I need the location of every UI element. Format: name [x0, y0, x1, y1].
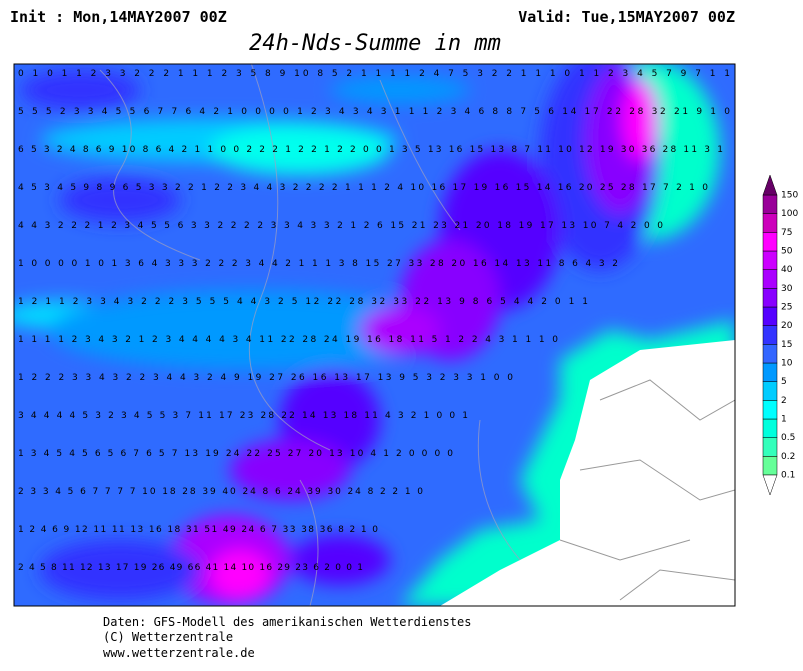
colorbar-segment: [762, 362, 778, 382]
grid-values: 1 2 2 2 3 3 4 3 2 2 3 4 4 3 2 4 9 19 27 …: [18, 373, 513, 383]
colorbar-segment: [762, 250, 778, 270]
colorbar-segment: [762, 418, 778, 438]
colorbar-label: 1: [781, 415, 787, 425]
colorbar-segment: [762, 306, 778, 326]
colorbar-segment: [762, 194, 778, 214]
precip-area: [230, 440, 350, 500]
colorbar-segment: [762, 456, 778, 476]
colorbar-label: 5: [781, 377, 787, 387]
colorbar-label: 30: [781, 284, 793, 294]
colorbar-segment: [762, 400, 778, 420]
colorbar-label: 10: [781, 359, 793, 369]
colorbar-label: 75: [781, 228, 792, 238]
colorbar-label: 0.5: [781, 433, 795, 443]
precip-area: [50, 290, 450, 370]
map-frame: [13, 63, 736, 607]
colorbar-label: 0.2: [781, 452, 795, 462]
colorbar-segment: [762, 381, 778, 401]
colorbar-label: 2: [781, 396, 787, 406]
colorbar-segment: [762, 437, 778, 457]
precip-area: [60, 178, 180, 222]
colorbar-label: 25: [781, 303, 792, 313]
grid-values: 4 4 3 2 2 2 1 2 3 4 5 5 6 3 3 2 2 2 2 3 …: [18, 221, 663, 231]
precip-area: [622, 80, 658, 160]
precip-area: [360, 305, 440, 355]
precip-area: [210, 125, 390, 175]
colorbar-bottom: [762, 474, 778, 496]
map: 0 1 0 1 1 2 3 3 2 2 2 1 1 1 2 3 5 8 9 10…: [14, 64, 735, 606]
map-title: 24h-Nds-Summe in mm: [249, 31, 501, 56]
colorbar-top: [762, 174, 778, 196]
grid-values: 1 2 4 6 9 12 11 11 13 16 18 31 51 49 24 …: [18, 525, 378, 535]
precip-area: [330, 76, 470, 104]
border-line: [559, 379, 735, 601]
precip-area: [20, 70, 140, 110]
colorbar-segment: [762, 344, 778, 364]
colorbar-label: 50: [781, 247, 793, 257]
colorbar-label: 150: [781, 191, 798, 201]
colorbar-segment: [762, 213, 778, 233]
colorbar-label: 40: [781, 265, 793, 275]
footer-line: (C) Wetterzentrale: [103, 630, 233, 644]
precip-area: [290, 535, 390, 585]
init-time: Init : Mon,14MAY2007 00Z: [10, 8, 227, 26]
grid-values: 1 1 1 1 2 3 4 3 2 1 2 3 4 4 4 4 3 4 11 2…: [18, 335, 558, 345]
precip-field: [14, 64, 720, 605]
colorbar-label: 15: [781, 340, 792, 350]
footer-line: www.wetterzentrale.de: [103, 646, 255, 660]
grid-values: 1 3 4 5 4 5 6 5 6 7 6 5 7 13 19 24 22 25…: [18, 449, 453, 459]
valid-time: Valid: Tue,15MAY2007 00Z: [518, 8, 735, 26]
colorbar-label: 20: [781, 321, 793, 331]
colorbar-segment: [762, 288, 778, 308]
colorbar-segment: [762, 325, 778, 345]
colorbar-label: 100: [781, 209, 798, 219]
grid-values: 3 4 4 4 4 5 3 2 3 4 5 5 3 7 11 17 23 28 …: [18, 411, 468, 421]
colorbar-segment: [762, 269, 778, 289]
colorbar-label: 0.1: [781, 471, 795, 481]
footer-line: Daten: GFS-Modell des amerikanischen Wet…: [103, 615, 471, 629]
colorbar-segment: [762, 232, 778, 252]
precip-area: [210, 550, 270, 600]
land-dry: [440, 340, 735, 606]
precip-area: [40, 540, 200, 600]
grid-values: 2 4 5 8 11 12 13 17 19 26 49 66 41 14 10…: [18, 563, 363, 573]
coast-line: [99, 64, 521, 606]
grid-values: 4 5 3 4 5 9 8 9 6 5 3 3 2 2 1 2 2 3 4 4 …: [18, 183, 708, 193]
grid-values: 6 5 3 2 4 8 6 9 10 8 6 4 2 1 1 0 0 2 2 2…: [18, 145, 723, 155]
